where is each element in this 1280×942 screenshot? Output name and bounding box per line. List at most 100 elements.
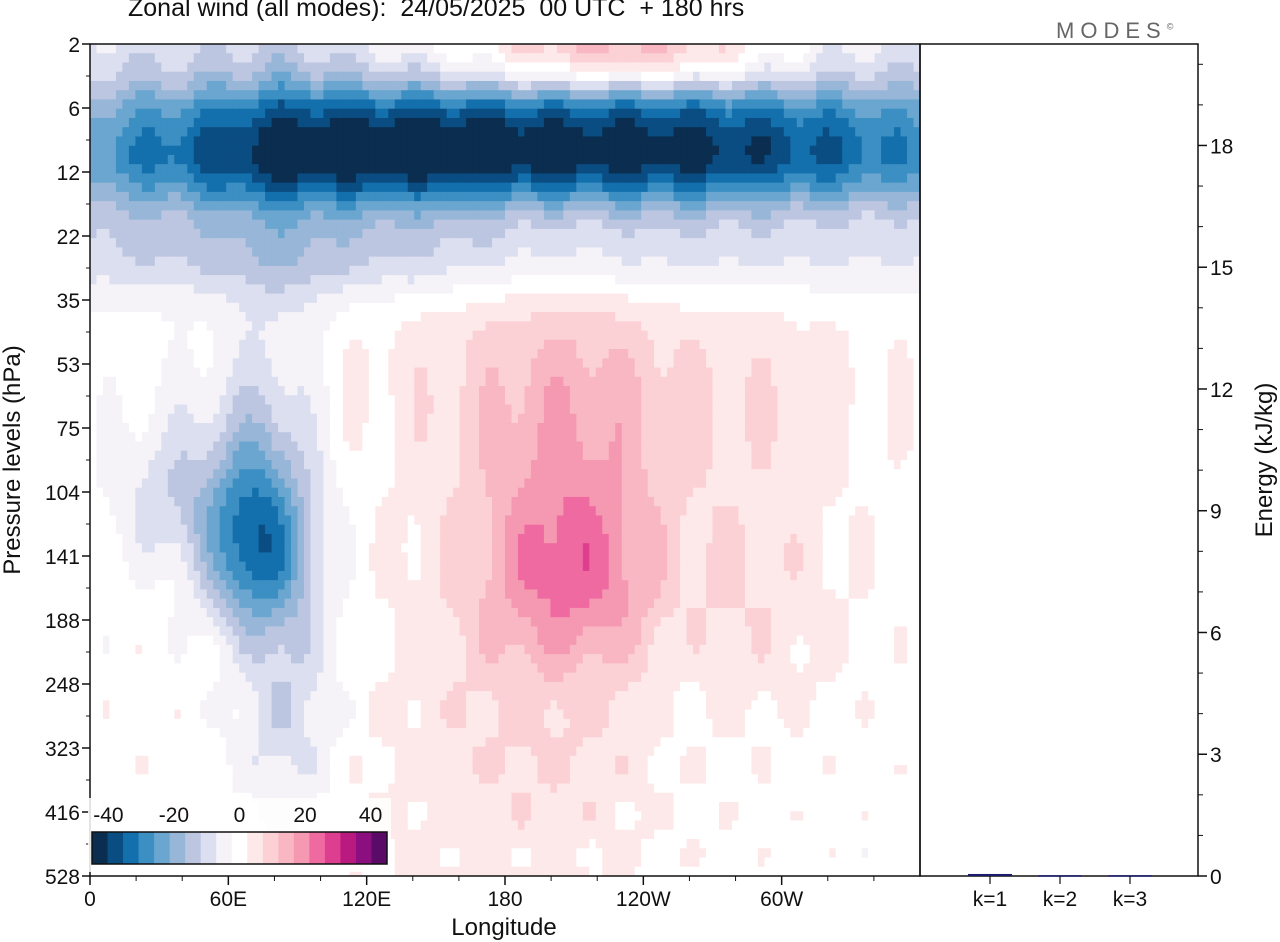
- wind-cell: [582, 53, 590, 64]
- wind-cell: [777, 145, 785, 156]
- wind-cell: [874, 395, 882, 406]
- wind-cell: [375, 173, 383, 184]
- wind-cell: [673, 386, 681, 396]
- wind-cell: [440, 99, 448, 110]
- wind-cell: [381, 339, 389, 350]
- wind-cell: [226, 256, 234, 267]
- wind-cell: [180, 238, 188, 248]
- wind-cell: [375, 99, 383, 110]
- wind-cell: [537, 99, 545, 110]
- wind-cell: [530, 386, 539, 396]
- wind-cell: [790, 358, 798, 369]
- wind-cell: [245, 164, 253, 175]
- wind-cell: [660, 376, 668, 387]
- wind-cell: [556, 191, 564, 202]
- wind-cell: [453, 201, 461, 211]
- wind-cell: [102, 219, 111, 230]
- wind-cell: [816, 136, 824, 147]
- wind-cell: [816, 127, 824, 138]
- wind-cell: [355, 210, 363, 221]
- wind-cell: [718, 219, 727, 230]
- wind-cell: [563, 265, 571, 276]
- wind-cell: [226, 238, 234, 248]
- wind-cell: [569, 108, 577, 119]
- wind-cell: [634, 108, 642, 119]
- wind-cell: [803, 173, 811, 184]
- wind-cell: [855, 302, 863, 313]
- wind-cell: [440, 275, 448, 285]
- wind-cell: [887, 367, 895, 378]
- wind-cell: [115, 275, 124, 285]
- wind-cell: [517, 284, 526, 295]
- wind-cell: [783, 53, 791, 64]
- wind-cell: [329, 284, 338, 295]
- wind-cell: [303, 256, 312, 267]
- wind-cell: [699, 367, 707, 378]
- wind-cell: [680, 210, 688, 221]
- wind-cell: [913, 247, 920, 258]
- wind-cell: [485, 108, 493, 119]
- wind-cell: [835, 53, 843, 64]
- wind-cell: [751, 219, 759, 230]
- wind-cell: [239, 219, 247, 230]
- wind-cell: [414, 191, 422, 202]
- wind-cell: [550, 312, 558, 322]
- wind-cell: [595, 53, 603, 64]
- wind-cell: [855, 62, 863, 73]
- wind-cell: [258, 164, 266, 175]
- wind-cell: [563, 127, 571, 138]
- wind-cell: [161, 367, 169, 378]
- wind-cell: [226, 321, 234, 332]
- wind-cell: [686, 191, 694, 202]
- wind-cell: [206, 349, 214, 359]
- wind-cell: [803, 127, 811, 138]
- wind-cell: [485, 182, 493, 193]
- wind-cell: [427, 127, 435, 138]
- wind-cell: [388, 108, 396, 119]
- wind-cell: [401, 99, 409, 110]
- wind-cell: [167, 90, 175, 101]
- wind-cell: [401, 154, 409, 165]
- wind-cell: [907, 127, 915, 138]
- wind-cell: [848, 145, 856, 156]
- wind-cell: [595, 293, 603, 304]
- wind-cell: [336, 201, 344, 211]
- wind-cell: [407, 191, 415, 202]
- wind-cell: [291, 219, 299, 230]
- wind-cell: [706, 275, 714, 285]
- wind-cell: [615, 247, 623, 258]
- wind-cell: [667, 339, 675, 350]
- wind-cell: [258, 339, 266, 350]
- wind-cell: [193, 265, 201, 276]
- wind-cell: [245, 376, 253, 387]
- wind-cell: [835, 339, 843, 350]
- wind-cell: [226, 219, 234, 230]
- wind-cell: [271, 62, 279, 73]
- wind-cell: [226, 339, 234, 350]
- wind-cell: [303, 127, 312, 138]
- wind-cell: [550, 44, 558, 54]
- wind-cell: [822, 265, 830, 276]
- wind-cell: [550, 321, 558, 332]
- wind-cell: [537, 376, 545, 387]
- wind-cell: [161, 395, 169, 406]
- wind-cell: [602, 127, 610, 138]
- wind-cell: [420, 386, 428, 396]
- wind-cell: [394, 321, 402, 332]
- wind-cell: [673, 238, 681, 248]
- wind-cell: [796, 376, 804, 387]
- wind-cell: [141, 321, 149, 332]
- wind-cell: [362, 284, 370, 295]
- wind-cell: [453, 62, 461, 73]
- wind-cell: [829, 136, 837, 147]
- wind-cell: [219, 136, 227, 147]
- wind-cell: [783, 302, 791, 313]
- wind-cell: [550, 238, 558, 248]
- wind-cell: [537, 367, 545, 378]
- wind-cell: [316, 349, 325, 359]
- wind-cell: [239, 321, 247, 332]
- wind-cell: [569, 127, 577, 138]
- wind-cell: [122, 210, 130, 221]
- wind-cell: [654, 293, 662, 304]
- wind-cell: [252, 182, 260, 193]
